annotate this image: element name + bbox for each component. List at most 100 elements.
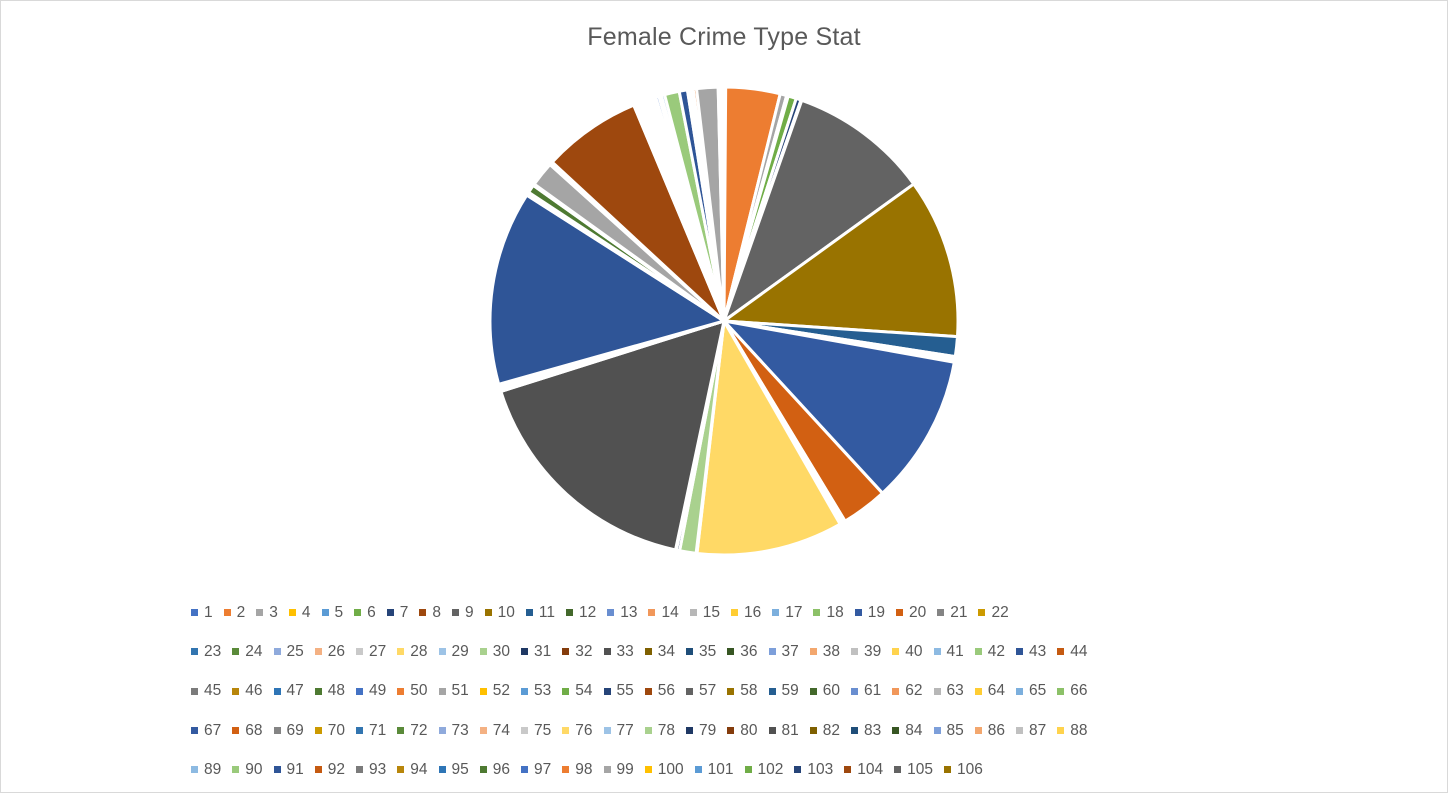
legend-swatch <box>772 609 780 617</box>
legend-item-103: 103 <box>794 761 833 779</box>
legend-swatch <box>479 727 487 735</box>
legend-swatch <box>895 609 903 617</box>
legend-item-53: 53 <box>521 682 551 700</box>
legend-swatch <box>1016 648 1023 656</box>
legend-label: 66 <box>1070 682 1088 700</box>
legend-swatch <box>892 648 900 656</box>
legend-label: 43 <box>1029 642 1047 660</box>
legend-item-14: 14 <box>648 603 679 622</box>
legend-label: 2 <box>236 603 246 621</box>
legend-swatch <box>686 727 693 735</box>
legend-item-39: 39 <box>851 643 881 661</box>
legend-swatch <box>191 766 198 774</box>
legend-label: 59 <box>781 682 799 700</box>
legend-swatch <box>854 609 862 617</box>
pie-slice-28 <box>695 319 842 557</box>
legend-label: 15 <box>702 603 720 621</box>
legend-item-75: 75 <box>521 722 551 740</box>
legend-swatch <box>768 687 776 695</box>
pie-slice-43 <box>488 193 726 386</box>
legend-item-15: 15 <box>689 603 720 622</box>
legend-item-18: 18 <box>813 604 844 622</box>
legend-label: 70 <box>327 721 345 739</box>
legend-item-32: 32 <box>562 642 593 661</box>
legend-label: 75 <box>534 721 552 739</box>
legend-swatch <box>314 727 322 735</box>
legend-swatch <box>397 687 405 695</box>
legend-label: 79 <box>699 721 717 739</box>
legend-swatch <box>314 687 322 695</box>
legend-item-72: 72 <box>397 722 428 740</box>
legend-label: 44 <box>1070 642 1088 660</box>
legend-label: 68 <box>245 721 263 739</box>
pie-chart <box>488 85 960 557</box>
legend-item-98: 98 <box>562 761 593 779</box>
legend-item-46: 46 <box>232 682 263 700</box>
legend-item-22: 22 <box>978 604 1009 622</box>
legend-swatch <box>562 727 570 735</box>
legend-label: 28 <box>410 642 428 660</box>
legend-swatch <box>232 766 240 774</box>
legend-swatch <box>644 687 652 695</box>
legend-swatch <box>438 766 446 774</box>
legend-swatch <box>648 609 656 617</box>
legend-swatch <box>813 609 821 617</box>
legend-label: 96 <box>492 760 510 778</box>
legend-swatch <box>419 609 427 617</box>
legend-item-105: 105 <box>894 761 933 779</box>
legend-swatch <box>191 687 198 695</box>
legend-item-41: 41 <box>933 643 964 661</box>
legend-item-78: 78 <box>644 722 675 740</box>
legend-item-36: 36 <box>727 643 758 661</box>
legend-item-66: 66 <box>1057 682 1088 700</box>
legend-item-17: 17 <box>772 604 802 622</box>
legend-label: 103 <box>807 760 834 778</box>
legend-swatch <box>232 687 240 695</box>
legend-item-77: 77 <box>603 722 634 740</box>
legend-label: 8 <box>432 603 441 621</box>
legend-swatch <box>191 609 198 617</box>
legend-item-55: 55 <box>603 682 634 700</box>
legend-swatch <box>386 609 394 617</box>
legend-swatch <box>397 766 405 774</box>
legend-item-27: 27 <box>356 643 386 661</box>
legend-label: 34 <box>657 642 675 660</box>
legend-label: 14 <box>661 603 679 621</box>
legend-label: 32 <box>575 642 593 660</box>
legend-swatch <box>794 766 802 774</box>
legend-swatch <box>452 609 459 617</box>
legend-label: 7 <box>399 603 409 621</box>
legend-label: 91 <box>286 760 304 778</box>
legend-label: 74 <box>492 721 510 739</box>
legend-label: 48 <box>327 682 345 700</box>
legend-item-40: 40 <box>892 643 923 661</box>
legend-swatch <box>727 687 735 695</box>
legend-swatch <box>809 727 817 735</box>
legend-item-16: 16 <box>730 604 761 622</box>
legend-label: 105 <box>907 760 933 778</box>
legend-label: 86 <box>987 721 1005 739</box>
legend-label: 99 <box>616 760 634 778</box>
legend-swatch <box>603 648 611 656</box>
legend-label: 56 <box>657 682 675 700</box>
legend-swatch <box>479 648 487 656</box>
legend-item-54: 54 <box>562 682 593 700</box>
legend-swatch <box>525 609 533 617</box>
legend-item-100: 100 <box>644 761 684 779</box>
legend-item-76: 76 <box>562 722 593 740</box>
pie-slice-33 <box>499 319 726 552</box>
legend-item-70: 70 <box>314 721 345 740</box>
legend-item-97: 97 <box>521 761 551 779</box>
legend-item-85: 85 <box>933 722 964 740</box>
legend-label: 45 <box>204 682 222 700</box>
legend-item-29: 29 <box>438 643 469 661</box>
legend-swatch <box>521 727 528 735</box>
legend-label: 63 <box>946 682 964 700</box>
legend-item-84: 84 <box>892 722 923 740</box>
legend-label: 88 <box>1070 721 1088 739</box>
legend-swatch <box>356 648 363 656</box>
legend-item-106: 106 <box>944 761 983 779</box>
legend-swatch <box>273 766 281 774</box>
legend-label: 95 <box>451 760 469 778</box>
